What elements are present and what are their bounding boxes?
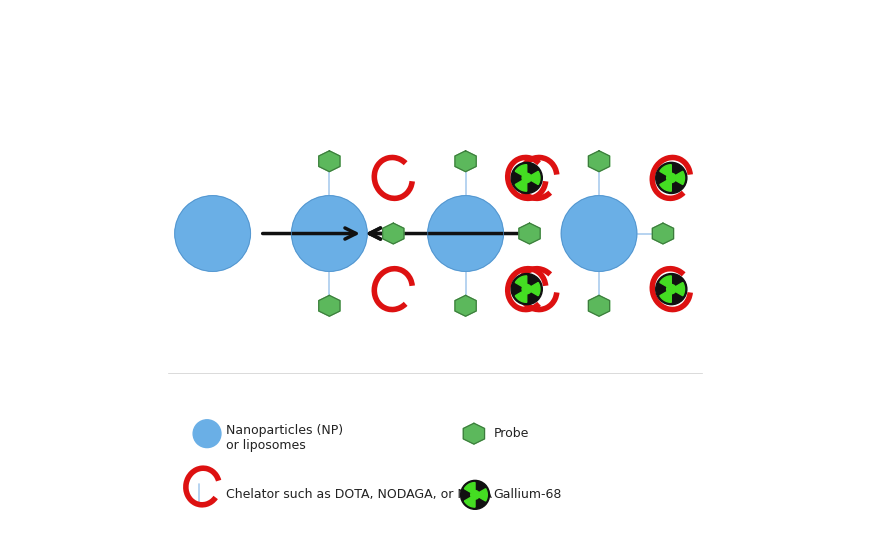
Polygon shape	[514, 180, 526, 191]
Polygon shape	[659, 276, 671, 287]
Polygon shape	[318, 151, 340, 172]
Circle shape	[193, 420, 221, 448]
Polygon shape	[464, 497, 474, 507]
Polygon shape	[454, 151, 475, 172]
Polygon shape	[318, 295, 340, 316]
Polygon shape	[530, 282, 540, 296]
Polygon shape	[652, 223, 673, 244]
Circle shape	[470, 490, 479, 499]
Circle shape	[291, 196, 367, 271]
Polygon shape	[587, 295, 609, 316]
Circle shape	[511, 162, 541, 193]
Circle shape	[175, 196, 250, 271]
Circle shape	[460, 480, 489, 509]
Circle shape	[666, 173, 675, 182]
Polygon shape	[659, 291, 671, 302]
Polygon shape	[518, 223, 540, 244]
Polygon shape	[463, 423, 484, 444]
Polygon shape	[514, 291, 526, 302]
Polygon shape	[674, 282, 684, 296]
Text: Gallium-68: Gallium-68	[493, 488, 561, 502]
Circle shape	[521, 173, 531, 182]
Polygon shape	[382, 223, 403, 244]
Polygon shape	[530, 171, 540, 185]
Text: Nanoparticles (NP): Nanoparticles (NP)	[226, 424, 343, 438]
Polygon shape	[464, 483, 474, 493]
Circle shape	[521, 285, 531, 294]
Text: Chelator such as DOTA, NODAGA, or NOTA: Chelator such as DOTA, NODAGA, or NOTA	[226, 488, 492, 502]
Circle shape	[666, 285, 675, 294]
Text: Probe: Probe	[493, 427, 528, 440]
Polygon shape	[514, 165, 526, 176]
Circle shape	[561, 196, 636, 271]
Polygon shape	[454, 295, 475, 316]
Circle shape	[655, 162, 687, 193]
Circle shape	[428, 196, 503, 271]
Polygon shape	[478, 489, 487, 501]
Circle shape	[655, 274, 687, 305]
Polygon shape	[659, 165, 671, 176]
Circle shape	[511, 274, 541, 305]
Polygon shape	[674, 171, 684, 185]
Polygon shape	[659, 180, 671, 191]
Polygon shape	[587, 151, 609, 172]
Text: or liposomes: or liposomes	[226, 439, 306, 453]
Polygon shape	[514, 276, 526, 287]
